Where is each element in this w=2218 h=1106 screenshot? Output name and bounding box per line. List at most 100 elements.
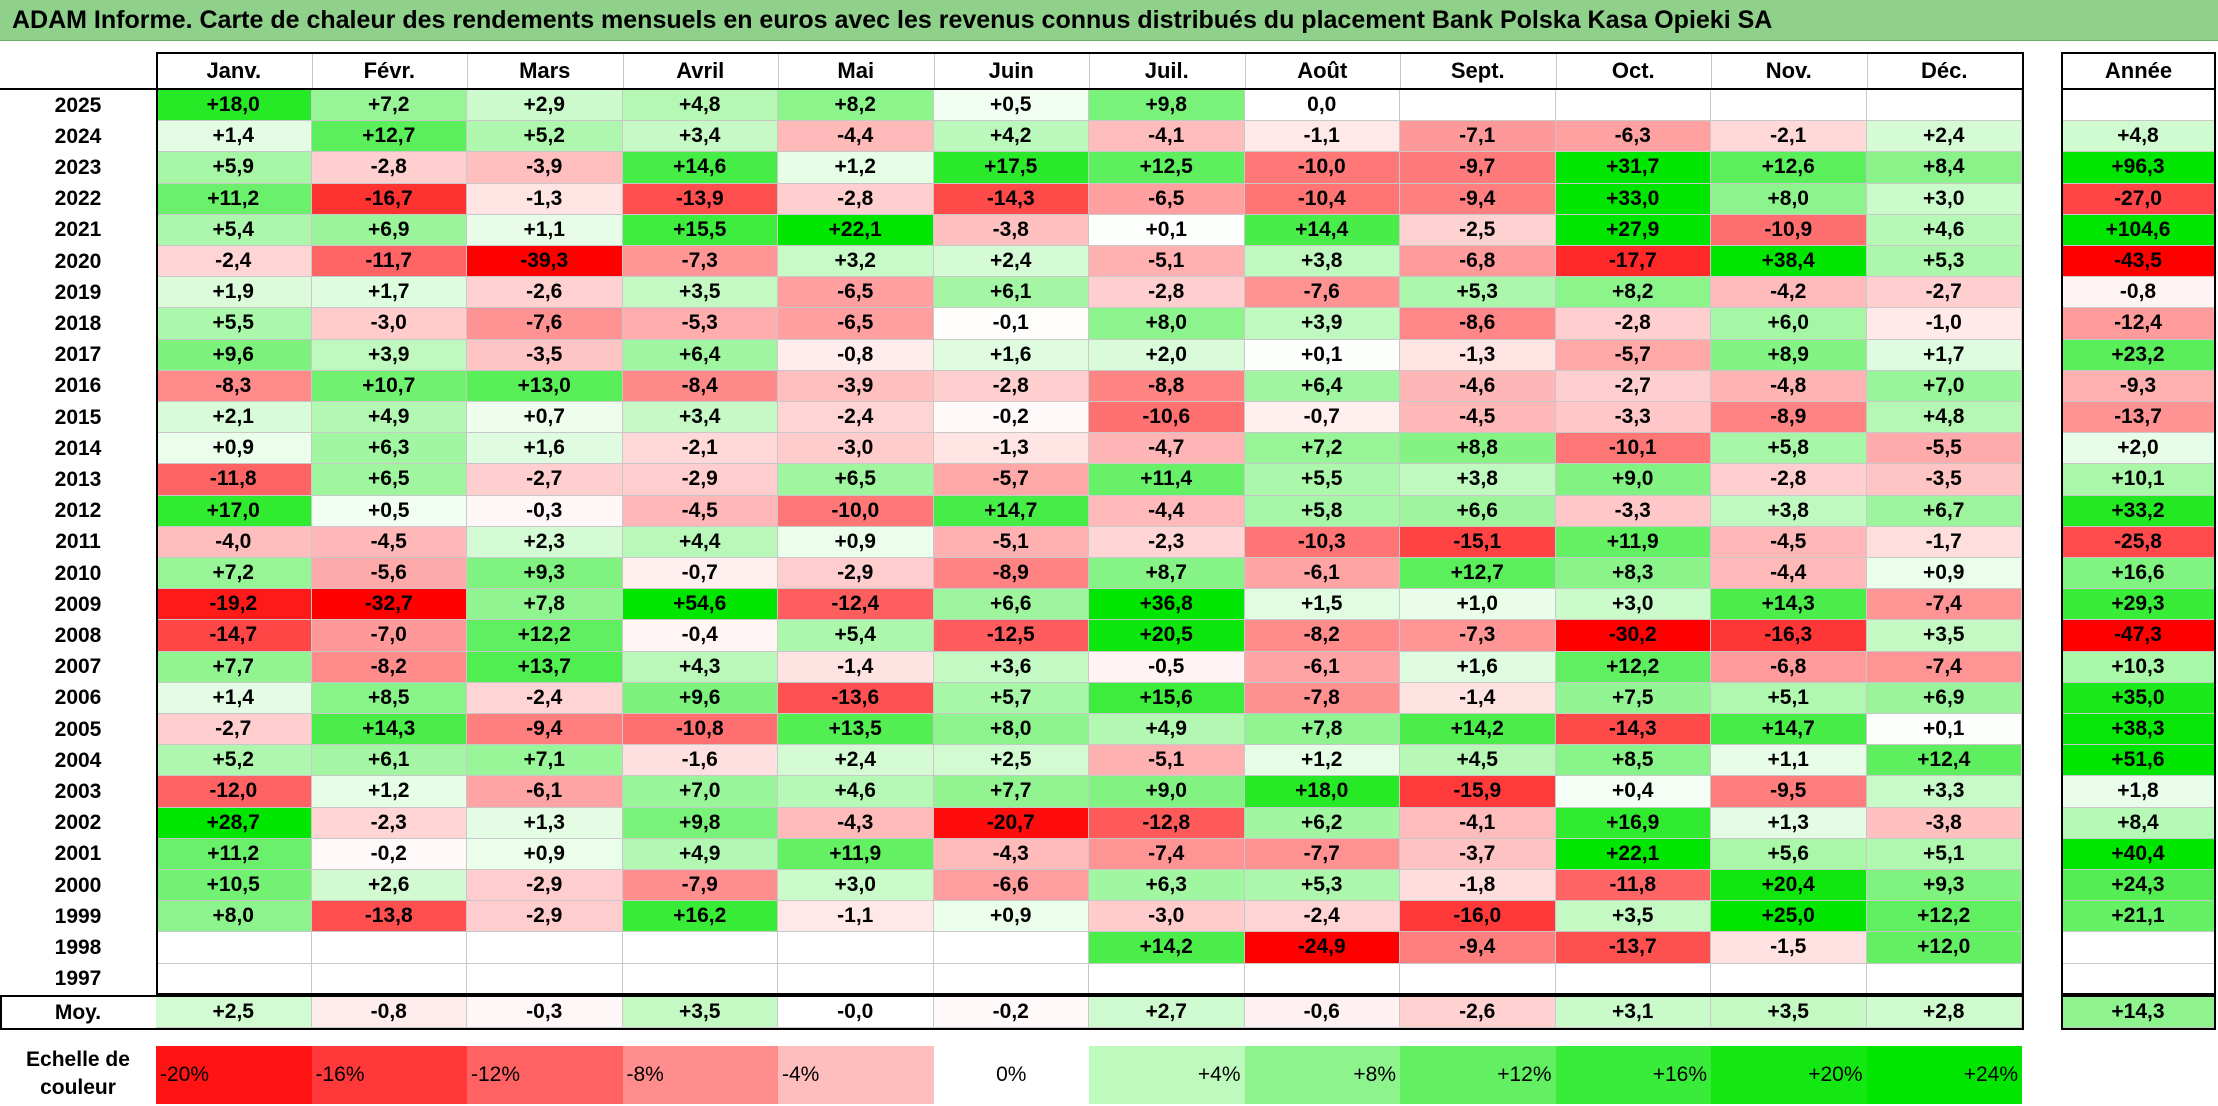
heatmap-cell: -8,8 [1089, 370, 1245, 402]
heatmap-cell: +1,6 [933, 339, 1089, 371]
annual-cell: +2,0 [2061, 433, 2216, 465]
heatmap-cell: +15,6 [1089, 682, 1245, 714]
heatmap-cell: +16,9 [1555, 807, 1711, 839]
heatmap-cell: -11,8 [156, 464, 312, 496]
heatmap-cell: +5,7 [933, 682, 1089, 714]
row-year-label: 2006 [54, 686, 102, 710]
row-year-label: 2023 [54, 155, 102, 179]
heatmap-cell: +1,4 [156, 682, 312, 714]
heatmap-cell [1711, 90, 1867, 122]
annual-cell: -12,4 [2061, 308, 2216, 340]
heatmap-cell: +1,4 [156, 121, 312, 153]
heatmap-cell: +1,7 [311, 277, 467, 309]
color-scale-step: +4% [1089, 1046, 1245, 1104]
heatmap-cell: +0,1 [1244, 339, 1400, 371]
heatmap-cell: -4,3 [933, 838, 1089, 870]
heatmap-cell: +12,2 [1555, 651, 1711, 683]
heatmap-cell: -2,7 [1866, 277, 2022, 309]
heatmap-cell: +9,3 [1866, 870, 2022, 902]
heatmap-cell: -8,4 [622, 370, 778, 402]
heatmap-cell: +8,2 [778, 90, 934, 122]
heatmap-cell: -9,7 [1400, 152, 1556, 184]
heatmap-cell: -5,6 [311, 558, 467, 590]
annual-cell: +33,2 [2061, 495, 2216, 527]
annual-cell: +96,3 [2061, 152, 2216, 184]
annual-cell: +4,8 [2061, 121, 2216, 153]
heatmap-cell: +8,8 [1400, 433, 1556, 465]
heatmap-cell: +14,3 [1711, 589, 1867, 621]
heatmap-cell [1555, 90, 1711, 122]
heatmap-cell: -10,3 [1244, 526, 1400, 558]
heatmap-cell: +3,8 [1711, 495, 1867, 527]
heatmap-cell: +9,6 [622, 682, 778, 714]
month-header: Déc. [1921, 58, 1968, 83]
column-separator [1244, 54, 1246, 88]
heatmap-cell: +4,8 [1866, 402, 2022, 434]
heatmap-cell: -12,5 [933, 620, 1089, 652]
heatmap-cell: +3,8 [1244, 246, 1400, 278]
heatmap-cell: +1,1 [1711, 745, 1867, 777]
heatmap-cell: -7,7 [1244, 838, 1400, 870]
heatmap-cell: -4,5 [1711, 526, 1867, 558]
heatmap-cell: +33,0 [1555, 183, 1711, 215]
heatmap-cell: -32,7 [311, 589, 467, 621]
heatmap-cell [1555, 963, 1711, 995]
heatmap-cell: +38,4 [1711, 246, 1867, 278]
heatmap-cell: +11,9 [778, 838, 934, 870]
heatmap-cell: -15,9 [1400, 776, 1556, 808]
heatmap-cell: +4,5 [1400, 745, 1556, 777]
heatmap-cell: -6,1 [467, 776, 623, 808]
heatmap-cell: -5,3 [622, 308, 778, 340]
heatmap-cell: -6,1 [1244, 558, 1400, 590]
heatmap-cell: -10,4 [1244, 183, 1400, 215]
heatmap-cell: +14,2 [1400, 714, 1556, 746]
annual-cell: +35,0 [2061, 682, 2216, 714]
month-header: Oct. [1611, 58, 1655, 83]
heatmap-cell: -2,8 [1555, 308, 1711, 340]
heatmap-cell [156, 932, 312, 964]
month-header: Mars [519, 58, 571, 83]
annual-cell: +24,3 [2061, 870, 2216, 902]
row-year-label: 2007 [54, 655, 102, 679]
month-header: Nov. [1765, 58, 1812, 83]
heatmap-cell: -7,6 [467, 308, 623, 340]
heatmap-cell: +6,1 [311, 745, 467, 777]
color-scale-step: -8% [622, 1046, 778, 1104]
heatmap-cell: +5,9 [156, 152, 312, 184]
heatmap-cell: -6,5 [1089, 183, 1245, 215]
heatmap-cell: -4,5 [311, 526, 467, 558]
heatmap-cell: +12,6 [1711, 152, 1867, 184]
heatmap-cell: -1,6 [622, 745, 778, 777]
heatmap-cell: -2,9 [622, 464, 778, 496]
heatmap-cell: +12,7 [1400, 558, 1556, 590]
heatmap-cell: +3,5 [622, 277, 778, 309]
heatmap-cell: -8,2 [311, 651, 467, 683]
heatmap-cell: +6,5 [778, 464, 934, 496]
heatmap-cell: +12,5 [1089, 152, 1245, 184]
heatmap-cell: -9,4 [1400, 183, 1556, 215]
heatmap-cell: +11,2 [156, 838, 312, 870]
heatmap-cell: -0,2 [933, 402, 1089, 434]
heatmap-cell: -20,7 [933, 807, 1089, 839]
heatmap-cell: -14,7 [156, 620, 312, 652]
row-year-label: 2001 [54, 842, 102, 866]
heatmap-cell: +3,4 [622, 121, 778, 153]
heatmap-cell: -2,9 [778, 558, 934, 590]
average-cell: +2,5 [156, 997, 312, 1028]
heatmap-cell: +4,9 [311, 402, 467, 434]
heatmap-cell: +3,9 [311, 339, 467, 371]
heatmap-cell: -3,9 [467, 152, 623, 184]
heatmap-cell: -2,7 [156, 714, 312, 746]
row-year-label: 2010 [54, 561, 102, 585]
heatmap-cell: -4,7 [1089, 433, 1245, 465]
heatmap-cell: +13,7 [467, 651, 623, 683]
heatmap-cell: -10,9 [1711, 214, 1867, 246]
heatmap-cell: +6,9 [311, 214, 467, 246]
annual-cell [2061, 963, 2216, 995]
heatmap-cell: +5,5 [156, 308, 312, 340]
heatmap-cell: +7,2 [156, 558, 312, 590]
heatmap-cell: -4,4 [1711, 558, 1867, 590]
heatmap-cell: -1,7 [1866, 526, 2022, 558]
heatmap-cell: -10,0 [778, 495, 934, 527]
heatmap-cell: -9,4 [1400, 932, 1556, 964]
